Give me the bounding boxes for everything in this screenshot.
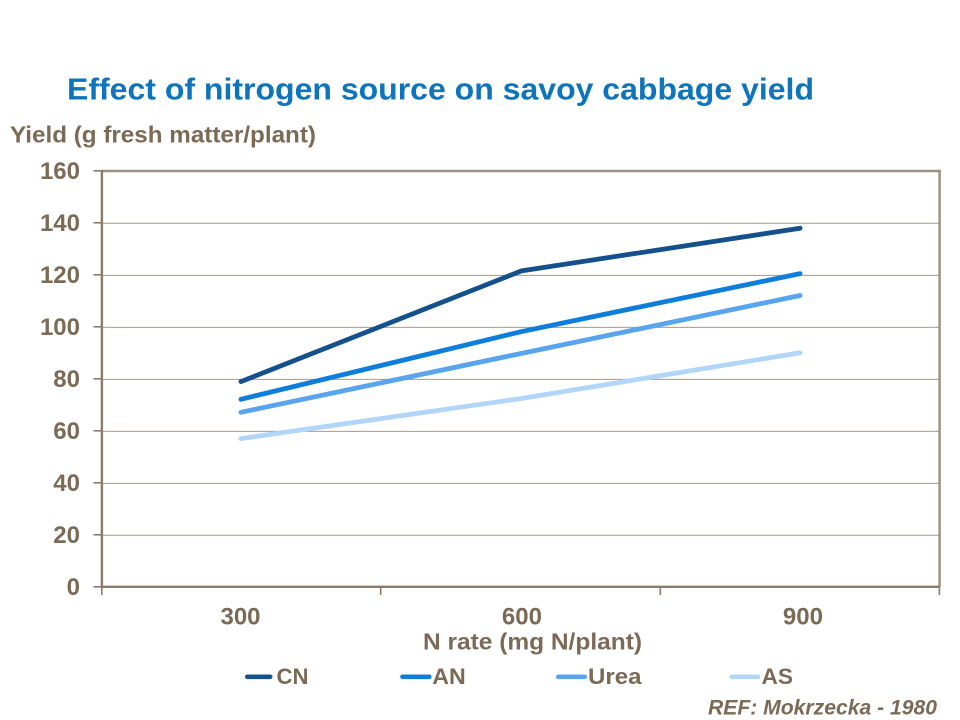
- svg-text:60: 60: [53, 418, 80, 445]
- svg-text:140: 140: [40, 210, 80, 237]
- svg-text:AN: AN: [432, 664, 466, 689]
- svg-text:CN: CN: [277, 664, 309, 689]
- svg-text:Yield (g fresh matter/plant): Yield (g fresh matter/plant): [10, 122, 316, 148]
- svg-text:160: 160: [40, 158, 80, 185]
- svg-text:0: 0: [67, 574, 80, 601]
- svg-text:80: 80: [53, 366, 80, 393]
- svg-text:600: 600: [502, 603, 542, 630]
- svg-text:100: 100: [40, 314, 80, 341]
- svg-text:N rate (mg N/plant): N rate (mg N/plant): [423, 629, 642, 655]
- svg-text:900: 900: [783, 603, 823, 630]
- svg-text:300: 300: [220, 603, 260, 630]
- svg-text:REF: Mokrzecka - 1980: REF: Mokrzecka - 1980: [708, 695, 937, 719]
- svg-text:40: 40: [53, 470, 80, 497]
- svg-text:Urea: Urea: [588, 664, 642, 689]
- svg-text:AS: AS: [762, 664, 794, 689]
- svg-text:120: 120: [40, 262, 80, 289]
- svg-text:Effect of nitrogen source on s: Effect of nitrogen source on savoy cabba…: [67, 72, 814, 107]
- svg-text:20: 20: [53, 522, 80, 549]
